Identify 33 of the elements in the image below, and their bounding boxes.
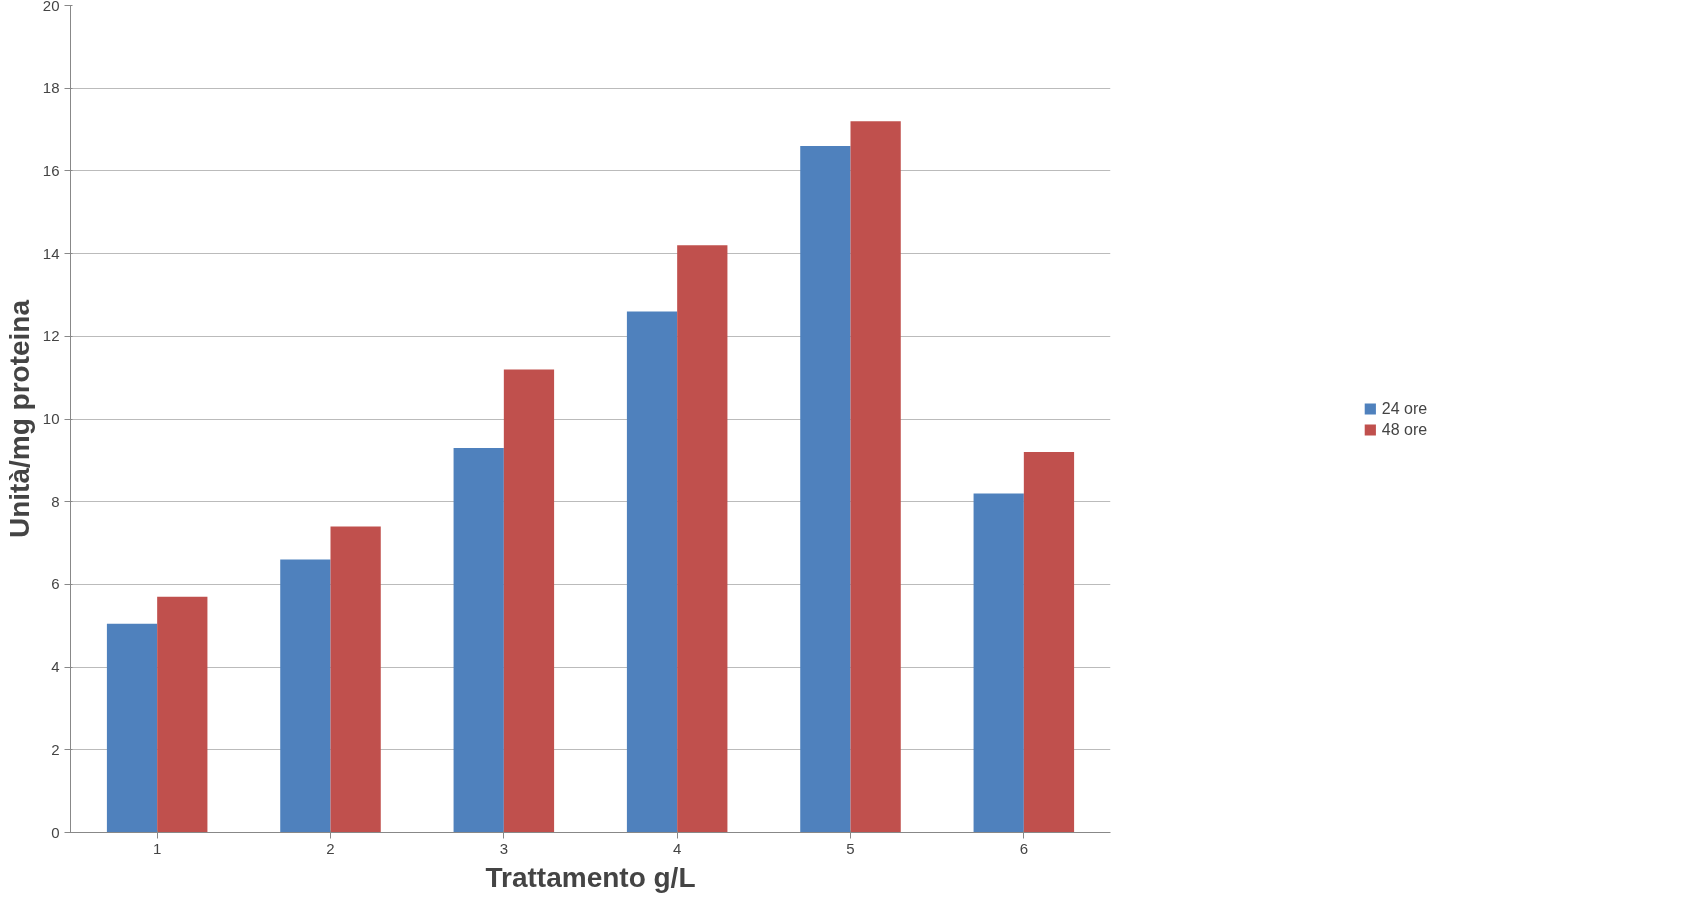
x-tick-label: 6 xyxy=(1019,839,1029,857)
x-tick-label: 2 xyxy=(326,839,335,857)
bar xyxy=(800,146,851,833)
legend-label: 48 ore xyxy=(1381,420,1428,438)
x-tick-label: 4 xyxy=(673,839,682,857)
x-tick-label: 3 xyxy=(499,839,509,857)
bar xyxy=(453,447,504,833)
y-tick-label: 12 xyxy=(42,327,60,345)
y-tick-label: 18 xyxy=(42,79,60,97)
bar xyxy=(280,559,331,833)
bar xyxy=(626,311,678,833)
bar xyxy=(850,121,901,833)
x-tick-label: 1 xyxy=(153,839,162,857)
y-tick-label: 8 xyxy=(51,492,60,510)
y-tick-label: 20 xyxy=(42,0,60,14)
y-tick-label: 16 xyxy=(42,161,60,179)
y-tick-label: 14 xyxy=(42,244,60,262)
y-tick-label: 0 xyxy=(51,823,60,841)
bar xyxy=(330,526,381,833)
bar xyxy=(106,623,158,833)
bar xyxy=(1023,452,1075,833)
y-tick-label: 6 xyxy=(51,575,60,593)
x-axis-title: Trattamento g/L xyxy=(485,861,696,893)
y-tick-label: 10 xyxy=(42,410,60,427)
y-tick-label: 2 xyxy=(51,740,60,758)
bar xyxy=(503,369,555,833)
bar xyxy=(157,596,208,833)
y-tick-label: 4 xyxy=(51,658,60,676)
y-axis-title: Unità/mg proteina xyxy=(3,299,35,539)
bar xyxy=(677,245,728,833)
x-tick-label: 5 xyxy=(846,839,855,857)
legend-label: 24 ore xyxy=(1381,399,1428,417)
bar xyxy=(973,493,1024,833)
